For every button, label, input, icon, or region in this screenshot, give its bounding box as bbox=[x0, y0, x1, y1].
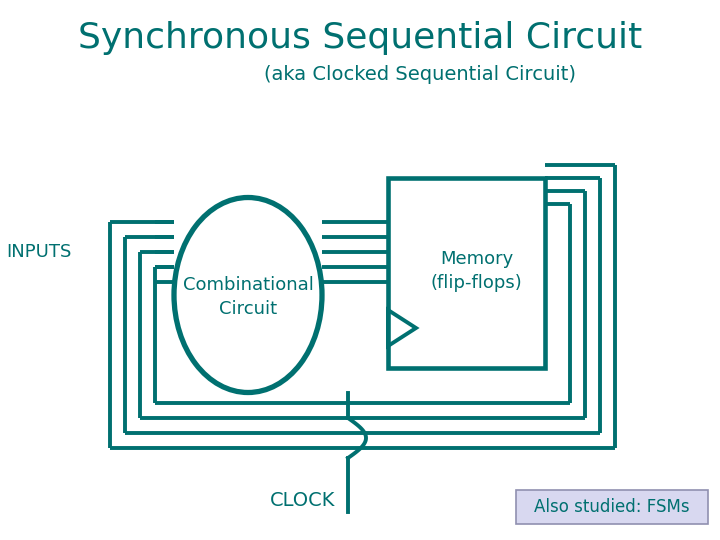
FancyBboxPatch shape bbox=[516, 490, 708, 524]
Text: (aka Clocked Sequential Circuit): (aka Clocked Sequential Circuit) bbox=[264, 64, 576, 84]
Text: INPUTS: INPUTS bbox=[6, 243, 72, 261]
Text: Also studied: FSMs: Also studied: FSMs bbox=[534, 498, 690, 516]
Text: Combinational: Combinational bbox=[183, 276, 313, 294]
Text: CLOCK: CLOCK bbox=[270, 490, 336, 510]
Text: Memory: Memory bbox=[440, 250, 513, 268]
Text: (flip-flops): (flip-flops) bbox=[431, 274, 523, 292]
Text: Circuit: Circuit bbox=[219, 300, 277, 318]
Ellipse shape bbox=[174, 198, 322, 393]
Text: Synchronous Sequential Circuit: Synchronous Sequential Circuit bbox=[78, 21, 642, 55]
Bar bbox=[388, 178, 545, 368]
